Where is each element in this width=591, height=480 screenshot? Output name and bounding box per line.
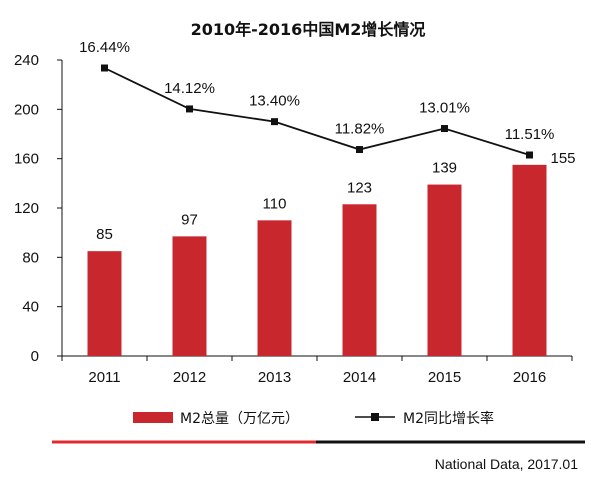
x-tick-label: 2012 (173, 369, 206, 386)
y-tick-label: 120 (14, 200, 39, 217)
y-tick-label: 240 (14, 52, 39, 69)
growth-rate-line (104, 67, 530, 156)
y-tick-label: 0 (31, 348, 39, 365)
x-tick-label: 2016 (513, 369, 546, 386)
y-tick-label: 160 (14, 151, 39, 168)
line-point (356, 146, 363, 154)
bar (172, 236, 207, 356)
bar-data-label: 85 (96, 226, 113, 243)
x-axis (61, 355, 573, 361)
y-axis (57, 59, 63, 357)
line-data-label: 11.51% (505, 126, 555, 143)
line-data-label: 13.40% (249, 93, 300, 110)
legend-bar-swatch (133, 412, 173, 423)
bar-data-label: 97 (181, 211, 198, 228)
source-note: National Data, 2017.01 (435, 456, 578, 472)
line-data-label: 14.12% (164, 80, 215, 97)
line-point (271, 118, 278, 126)
y-tick-label: 80 (22, 249, 39, 266)
line-data-label: 16.44% (79, 39, 130, 56)
legend-bar-label: M2总量（万亿元） (180, 411, 299, 427)
x-tick-label: 2014 (343, 369, 376, 386)
line-point (441, 125, 448, 133)
bar-data-label: 123 (347, 179, 372, 196)
line-point (186, 105, 193, 113)
line-data-label: 11.82% (335, 121, 385, 138)
chart-title: 2010年-2016中国M2增长情况 (191, 20, 426, 39)
bar (342, 204, 377, 356)
y-tick-label: 200 (14, 101, 39, 118)
legend-line-label: M2同比增长率 (403, 410, 494, 427)
line-point (526, 151, 533, 159)
legend-line-marker (371, 413, 379, 421)
x-tick-label: 2011 (88, 369, 120, 386)
bar (427, 184, 462, 356)
bar (512, 164, 547, 356)
bar (87, 251, 122, 356)
bar-data-label: 110 (263, 195, 287, 212)
line-point (101, 64, 108, 72)
line-data-label: 13.01% (419, 100, 470, 117)
legend: M2总量（万亿元） M2同比增长率 (133, 410, 494, 427)
x-tick-label: 2015 (428, 369, 461, 386)
bar-data-label: 155 (551, 150, 576, 167)
y-tick-label: 40 (22, 299, 39, 316)
bar (257, 220, 292, 356)
x-tick-label: 2013 (258, 369, 291, 386)
bar-data-label: 139 (432, 160, 457, 177)
